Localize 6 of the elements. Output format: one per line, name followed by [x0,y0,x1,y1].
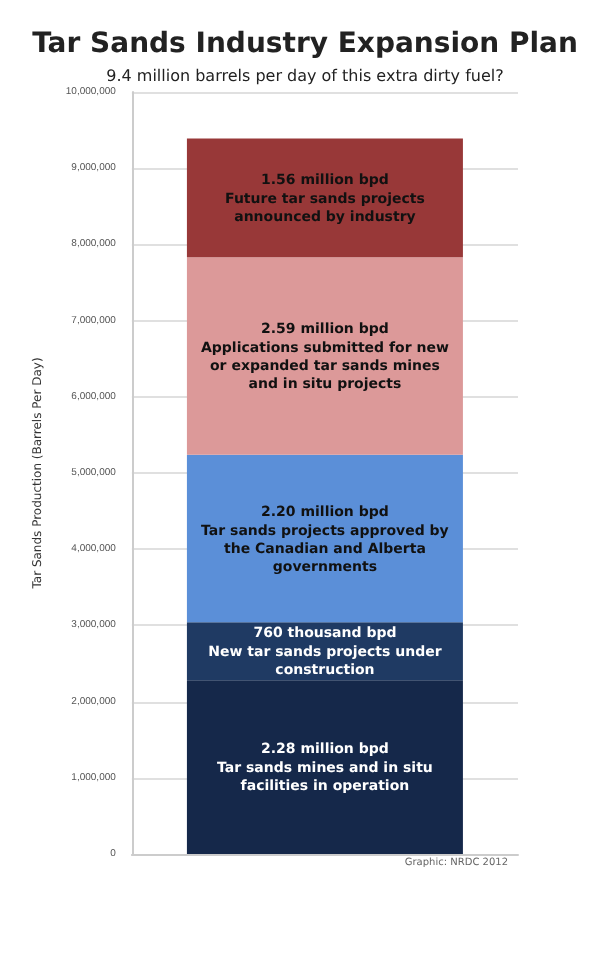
bar [186,680,463,854]
bar [186,138,463,258]
chart-title: Tar Sands Industry Expansion Plan [32,28,578,60]
bar [186,257,463,455]
chart-subtitle: 9.4 million barrels per day of this extra dirty fuel? [106,67,504,85]
bar [186,454,463,623]
